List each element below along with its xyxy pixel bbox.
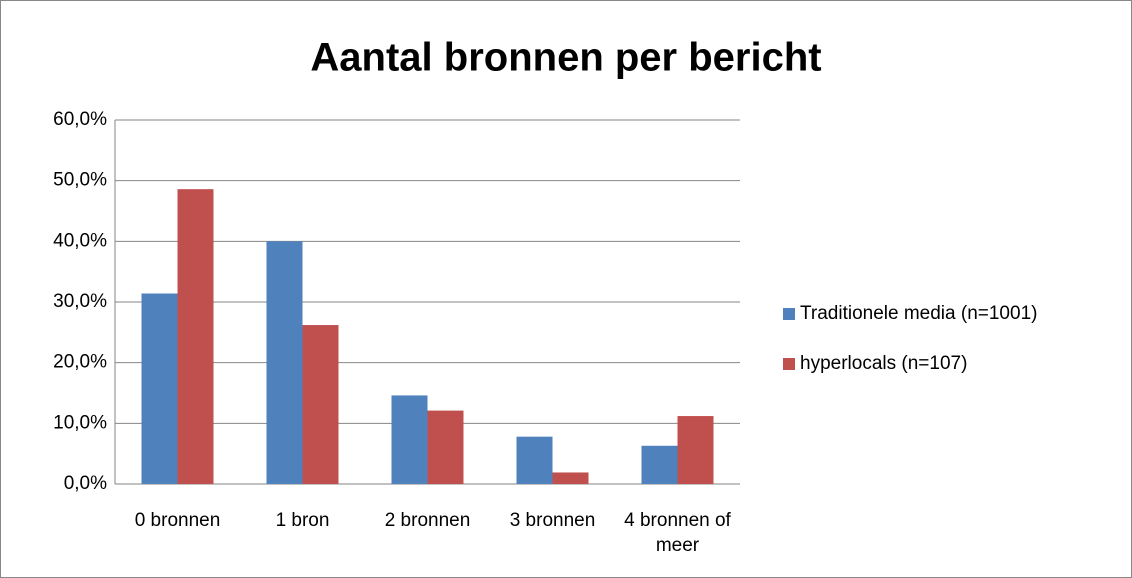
bar	[302, 325, 339, 484]
bar	[677, 416, 714, 484]
y-tick-label: 0,0%	[64, 473, 107, 494]
bar	[266, 241, 303, 484]
y-tick-label: 40,0%	[53, 230, 107, 251]
y-tick-label: 60,0%	[53, 109, 107, 130]
bar	[177, 189, 214, 484]
legend-label: hyperlocals (n=107)	[800, 353, 967, 374]
bar	[552, 472, 589, 484]
x-tick-label: 1 bron	[275, 510, 330, 531]
y-tick-label: 20,0%	[53, 352, 107, 373]
bar	[641, 445, 678, 484]
chart-title: Aantal bronnen per bericht	[310, 36, 821, 80]
y-tick-label: 50,0%	[53, 170, 107, 191]
x-tick-label: 4 bronnen of meer	[624, 510, 731, 556]
x-tick-label: 0 bronnen	[134, 510, 221, 531]
bar	[141, 293, 178, 484]
legend-swatch	[783, 308, 795, 320]
x-tick-label: 3 bronnen	[509, 510, 596, 531]
bar	[516, 436, 553, 484]
y-tick-label: 30,0%	[53, 291, 107, 312]
bar	[391, 395, 428, 484]
bar	[427, 410, 464, 484]
x-tick-label: 2 bronnen	[384, 510, 471, 531]
y-tick-label: 10,0%	[53, 412, 107, 433]
legend-swatch	[783, 358, 795, 370]
legend-label: Traditionele media (n=1001)	[800, 303, 1037, 324]
